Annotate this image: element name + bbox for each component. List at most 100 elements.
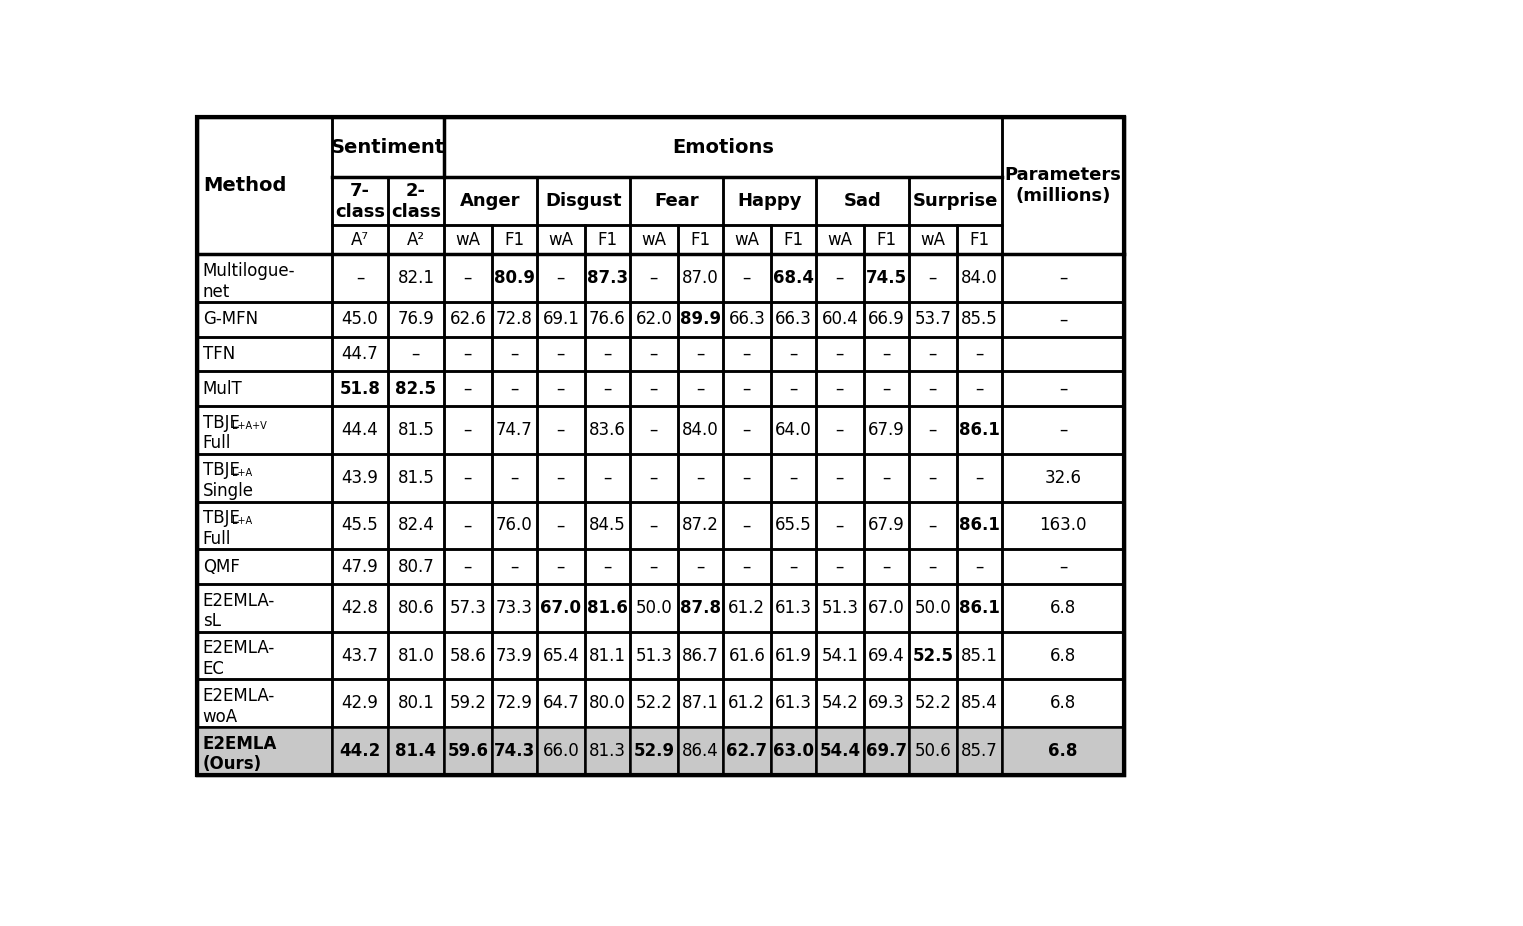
Bar <box>332 302 388 337</box>
Bar <box>909 680 956 727</box>
Text: 80.9: 80.9 <box>493 269 535 287</box>
Text: 52.2: 52.2 <box>635 694 672 712</box>
Bar <box>536 727 585 775</box>
Text: 61.2: 61.2 <box>728 694 766 712</box>
Text: G-MFN: G-MFN <box>203 310 257 329</box>
Text: E2EMLA: E2EMLA <box>203 734 277 753</box>
Text: 69.4: 69.4 <box>868 646 905 665</box>
Text: wA: wA <box>734 231 760 249</box>
Text: 86.1: 86.1 <box>959 599 999 617</box>
Bar <box>443 178 536 225</box>
Bar <box>956 337 1002 371</box>
Text: 72.8: 72.8 <box>496 310 533 329</box>
Bar <box>1002 502 1124 549</box>
Bar <box>585 454 631 502</box>
Bar <box>492 584 536 632</box>
Bar <box>956 549 1002 584</box>
Bar <box>956 727 1002 775</box>
Bar <box>678 371 723 406</box>
Text: –: – <box>789 469 798 487</box>
Text: 50.0: 50.0 <box>635 599 672 617</box>
Bar <box>492 371 536 406</box>
Text: Sad: Sad <box>844 193 882 210</box>
Text: 74.3: 74.3 <box>493 742 535 760</box>
Text: 52.2: 52.2 <box>914 694 952 712</box>
Bar <box>631 549 678 584</box>
Bar <box>864 225 909 255</box>
Text: F1: F1 <box>690 231 710 249</box>
Text: 6.8: 6.8 <box>1049 694 1077 712</box>
Bar <box>678 225 723 255</box>
Bar <box>443 727 492 775</box>
Text: 43.9: 43.9 <box>341 469 379 487</box>
Bar <box>196 118 332 255</box>
Bar <box>1002 302 1124 337</box>
Text: F1: F1 <box>969 231 990 249</box>
Bar <box>631 727 678 775</box>
Text: 85.7: 85.7 <box>961 742 998 760</box>
Text: 69.7: 69.7 <box>865 742 906 760</box>
Text: 87.1: 87.1 <box>682 694 719 712</box>
Text: 54.4: 54.4 <box>819 742 860 760</box>
Text: 82.5: 82.5 <box>396 380 437 397</box>
Bar <box>864 406 909 454</box>
Text: –: – <box>882 345 891 363</box>
Bar <box>816 337 864 371</box>
Bar <box>956 632 1002 680</box>
Bar <box>536 255 585 302</box>
Bar <box>771 371 816 406</box>
Bar <box>332 406 388 454</box>
Bar <box>196 549 332 584</box>
Bar <box>909 302 956 337</box>
Bar <box>816 255 864 302</box>
Bar <box>1002 118 1124 255</box>
Bar <box>631 584 678 632</box>
Text: –: – <box>929 421 937 439</box>
Bar <box>909 225 956 255</box>
Bar <box>864 502 909 549</box>
Text: 67.0: 67.0 <box>868 599 905 617</box>
Bar <box>443 118 1002 178</box>
Text: 87.2: 87.2 <box>682 517 719 534</box>
Text: Multilogue-: Multilogue- <box>203 262 295 280</box>
Bar <box>631 178 723 225</box>
Text: –: – <box>929 345 937 363</box>
Text: 61.3: 61.3 <box>775 694 812 712</box>
Text: –: – <box>603 469 612 487</box>
Bar <box>1002 337 1124 371</box>
Bar <box>1002 255 1124 302</box>
Bar <box>909 454 956 502</box>
Bar <box>678 337 723 371</box>
Bar <box>631 632 678 680</box>
Bar <box>631 225 678 255</box>
Bar <box>956 584 1002 632</box>
Text: 59.6: 59.6 <box>448 742 489 760</box>
Bar <box>388 302 443 337</box>
Text: 67.9: 67.9 <box>868 421 905 439</box>
Bar <box>1002 632 1124 680</box>
Text: Full: Full <box>203 434 231 453</box>
Text: –: – <box>836 557 844 576</box>
Bar <box>723 549 771 584</box>
Bar <box>388 337 443 371</box>
Bar <box>723 727 771 775</box>
Text: 61.6: 61.6 <box>728 646 765 665</box>
Text: 57.3: 57.3 <box>449 599 486 617</box>
Bar <box>909 584 956 632</box>
Text: sL: sL <box>203 612 221 631</box>
Text: –: – <box>463 345 472 363</box>
Text: Anger: Anger <box>460 193 521 210</box>
Bar <box>1002 454 1124 502</box>
Bar <box>864 680 909 727</box>
Bar <box>196 371 332 406</box>
Text: 32.6: 32.6 <box>1045 469 1081 487</box>
Bar <box>1002 727 1124 775</box>
Bar <box>536 302 585 337</box>
Text: 85.1: 85.1 <box>961 646 998 665</box>
Bar <box>1002 371 1124 406</box>
Text: 82.4: 82.4 <box>398 517 434 534</box>
Text: 62.6: 62.6 <box>449 310 486 329</box>
Text: –: – <box>510 380 518 397</box>
Bar <box>864 302 909 337</box>
Bar <box>771 406 816 454</box>
